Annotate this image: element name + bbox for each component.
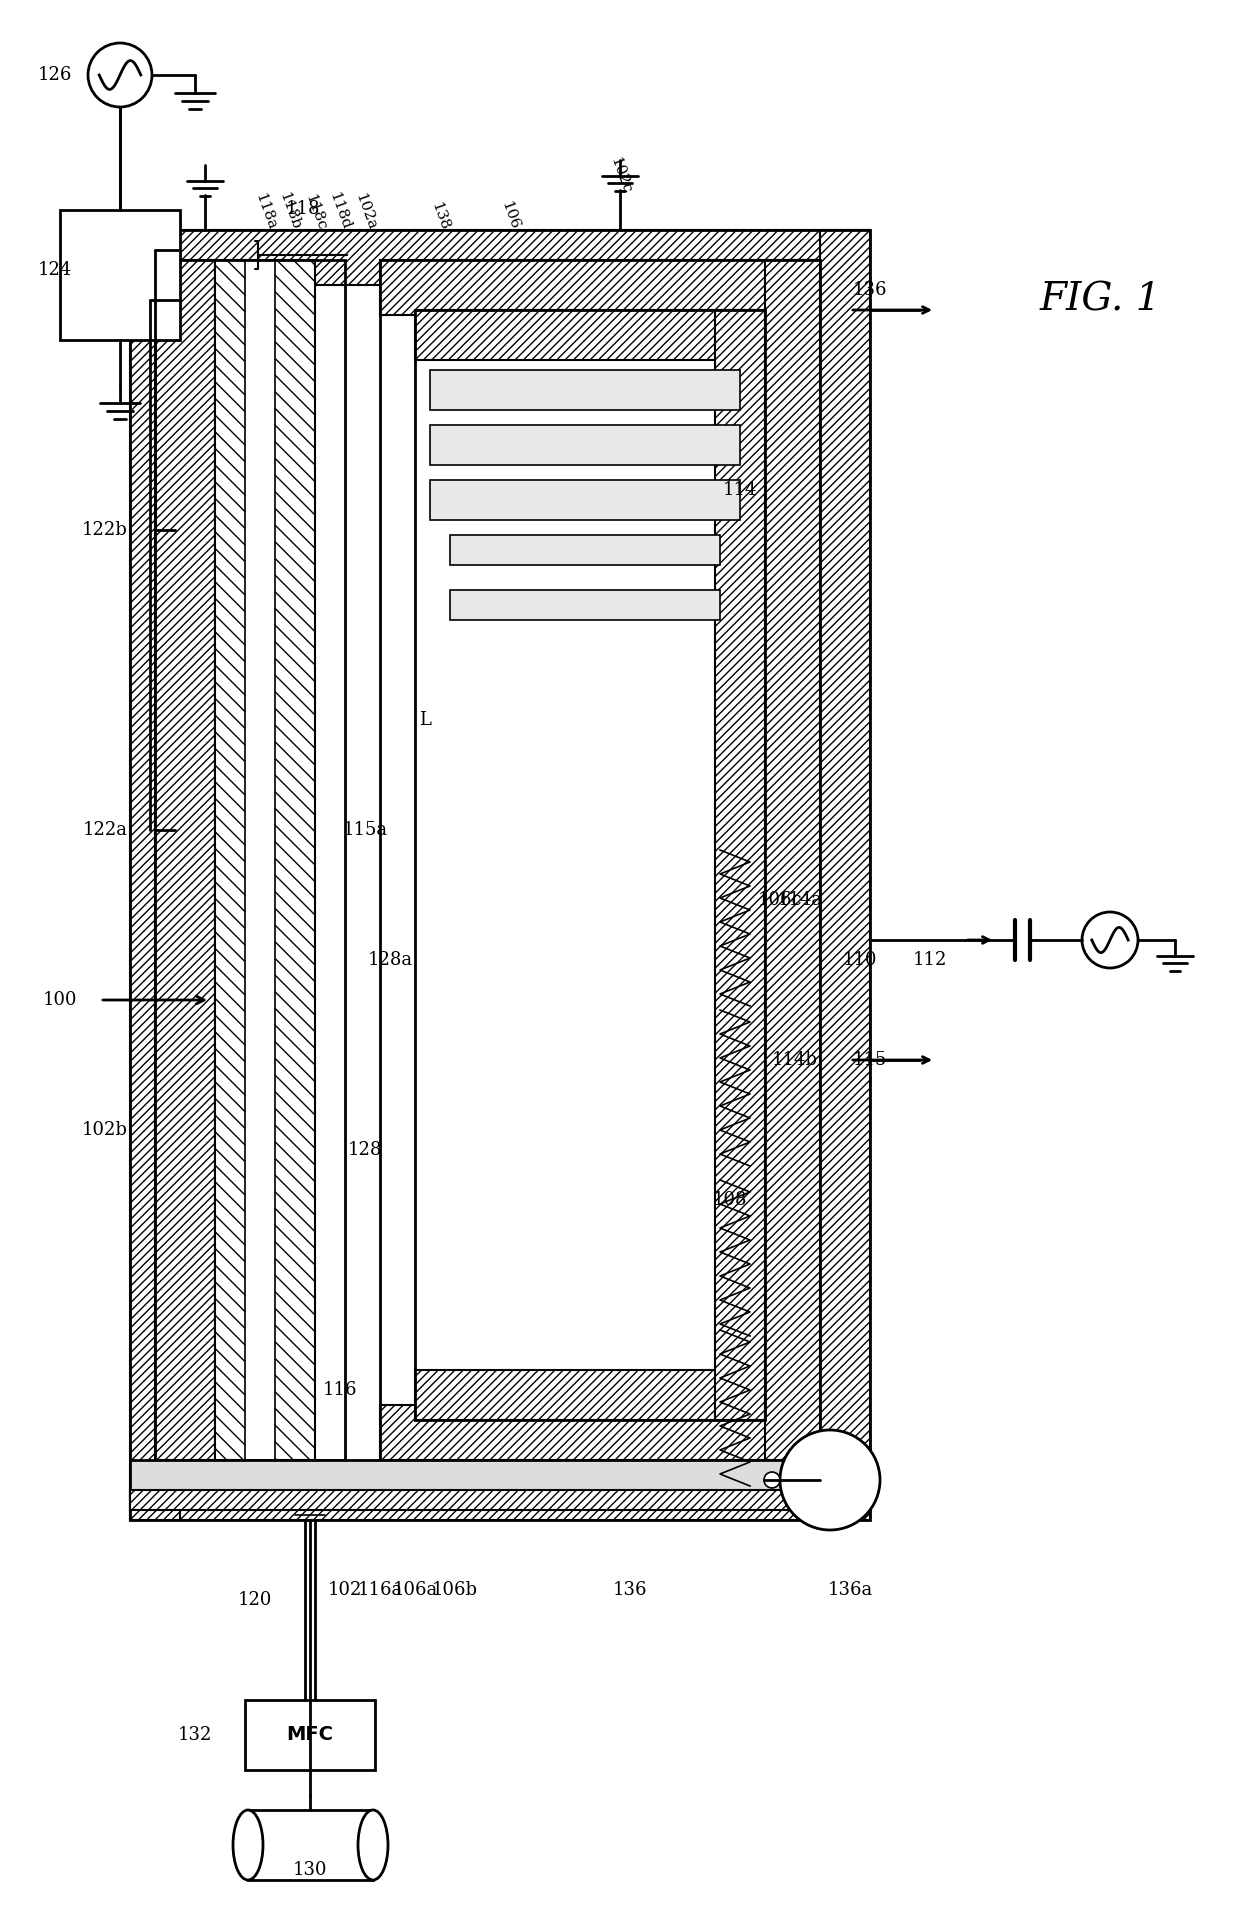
Bar bbox=[415, 311, 765, 361]
Bar bbox=[430, 370, 740, 410]
Circle shape bbox=[764, 1471, 780, 1488]
Text: 114a: 114a bbox=[777, 892, 822, 909]
Circle shape bbox=[1083, 911, 1138, 969]
Bar bbox=[246, 261, 275, 1460]
Text: 106c: 106c bbox=[758, 892, 802, 909]
Circle shape bbox=[88, 42, 153, 107]
Bar bbox=[379, 1406, 820, 1460]
Text: 130: 130 bbox=[293, 1860, 327, 1880]
Text: 115a: 115a bbox=[342, 821, 388, 838]
Text: 118d: 118d bbox=[327, 190, 353, 232]
Text: 115: 115 bbox=[853, 1051, 887, 1068]
Text: L: L bbox=[419, 712, 432, 729]
Bar bbox=[450, 591, 720, 620]
Bar bbox=[246, 1699, 374, 1770]
Bar bbox=[130, 230, 180, 1519]
Text: 102b: 102b bbox=[82, 1120, 128, 1139]
Text: 128: 128 bbox=[347, 1141, 382, 1158]
Bar bbox=[155, 261, 345, 1460]
Text: 124: 124 bbox=[38, 261, 72, 278]
Text: 118a: 118a bbox=[252, 192, 278, 232]
Text: FIG. 1: FIG. 1 bbox=[1039, 282, 1161, 318]
Bar bbox=[60, 209, 180, 339]
Text: 132: 132 bbox=[177, 1726, 212, 1743]
Bar bbox=[215, 261, 315, 1460]
Bar bbox=[415, 1369, 765, 1419]
Text: 116: 116 bbox=[322, 1381, 357, 1398]
Circle shape bbox=[780, 1431, 880, 1531]
Text: 136: 136 bbox=[613, 1580, 647, 1600]
Bar bbox=[379, 261, 820, 315]
Text: 122b: 122b bbox=[82, 522, 128, 539]
Text: 138: 138 bbox=[429, 199, 451, 232]
Text: 106: 106 bbox=[498, 199, 522, 232]
Ellipse shape bbox=[233, 1811, 263, 1880]
Bar bbox=[130, 1465, 870, 1519]
Text: 136a: 136a bbox=[827, 1580, 873, 1600]
Text: 102a: 102a bbox=[352, 192, 378, 232]
Text: 126: 126 bbox=[37, 65, 72, 84]
Text: 118b: 118b bbox=[277, 190, 304, 232]
Bar bbox=[715, 311, 765, 1419]
Text: 110: 110 bbox=[843, 951, 877, 969]
Bar bbox=[155, 261, 215, 1460]
Bar bbox=[130, 1490, 870, 1509]
Text: 108: 108 bbox=[713, 1191, 748, 1208]
Text: 114: 114 bbox=[723, 481, 758, 499]
Bar bbox=[430, 426, 740, 464]
Bar bbox=[820, 230, 870, 1519]
Text: 102: 102 bbox=[327, 1580, 362, 1600]
Bar bbox=[379, 261, 820, 1460]
Text: 112: 112 bbox=[913, 951, 947, 969]
Bar bbox=[130, 230, 870, 1519]
Bar bbox=[765, 261, 820, 1460]
Text: 136: 136 bbox=[853, 282, 888, 299]
Text: 122a: 122a bbox=[83, 821, 128, 838]
Bar bbox=[248, 1811, 373, 1880]
Text: 106b: 106b bbox=[432, 1580, 477, 1600]
Text: 118c: 118c bbox=[303, 192, 329, 232]
Bar bbox=[130, 1460, 870, 1490]
Bar bbox=[430, 480, 740, 520]
Text: 128a: 128a bbox=[367, 951, 413, 969]
Bar bbox=[130, 230, 870, 286]
Ellipse shape bbox=[358, 1811, 388, 1880]
Text: 102c: 102c bbox=[606, 155, 634, 196]
Text: 116a: 116a bbox=[357, 1580, 403, 1600]
Bar bbox=[415, 311, 765, 1419]
Bar bbox=[450, 535, 720, 566]
Text: 114b: 114b bbox=[773, 1051, 818, 1068]
Text: 120: 120 bbox=[238, 1592, 273, 1609]
Text: MFC: MFC bbox=[286, 1726, 334, 1745]
Text: 118: 118 bbox=[285, 199, 320, 219]
Text: 106a: 106a bbox=[392, 1580, 438, 1600]
Text: 100: 100 bbox=[42, 992, 77, 1009]
